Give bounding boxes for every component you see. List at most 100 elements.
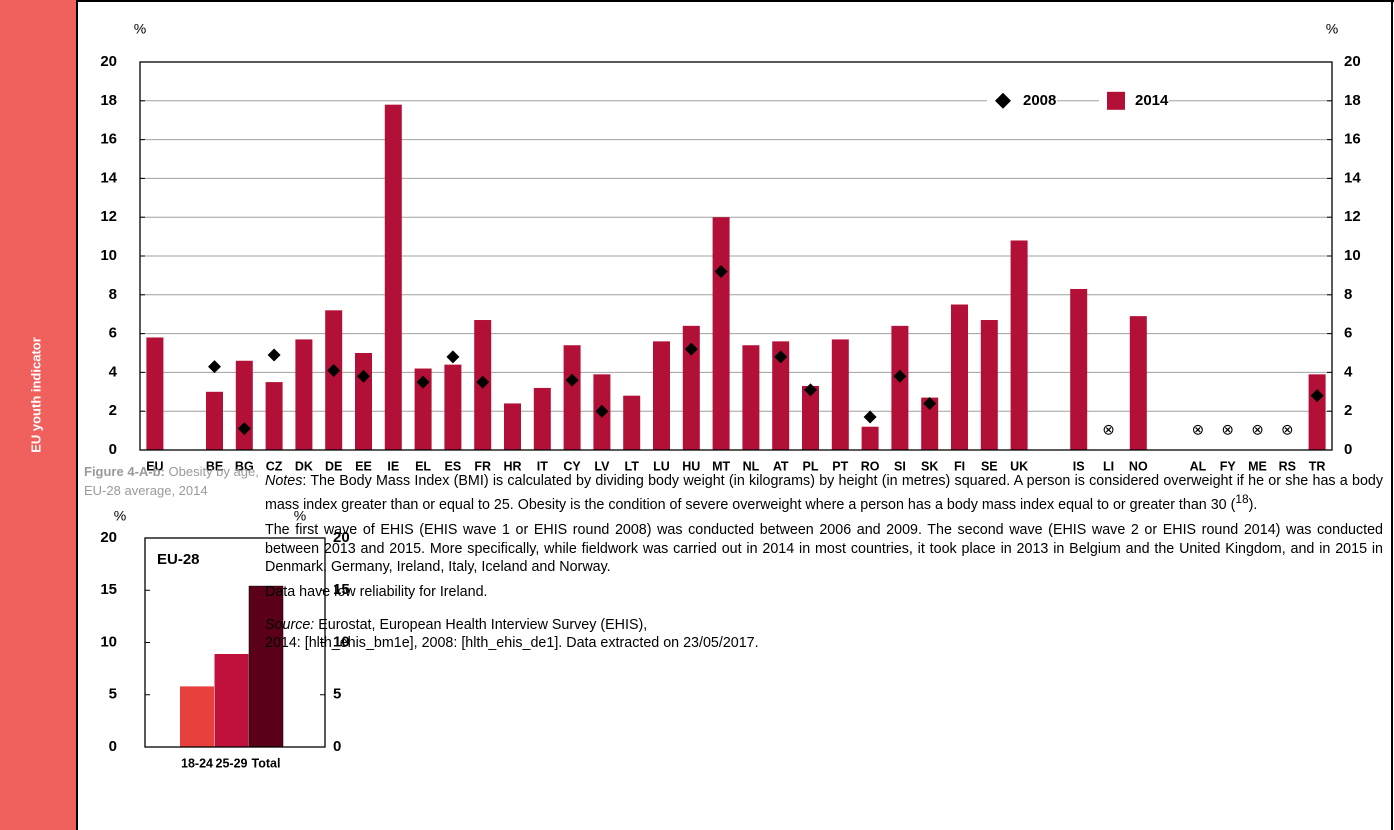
marker bbox=[684, 342, 698, 356]
bar bbox=[1070, 288, 1088, 450]
source-text: 2014: [hlth_ehis_bm1e], 2008: [hlth_ehis… bbox=[265, 634, 759, 651]
x-tick-label: SK bbox=[921, 459, 938, 473]
y-tick-label: 4 bbox=[109, 363, 118, 380]
bar bbox=[533, 387, 551, 450]
y-tick-label: 14 bbox=[100, 169, 117, 186]
y2-axis-label: % bbox=[1326, 21, 1338, 37]
marker bbox=[1310, 389, 1324, 403]
bar bbox=[248, 585, 284, 748]
y-axis-label: % bbox=[134, 21, 146, 37]
bar bbox=[951, 304, 968, 450]
marker bbox=[863, 410, 877, 424]
marker bbox=[208, 360, 221, 374]
bar bbox=[563, 345, 581, 450]
bar bbox=[682, 325, 700, 450]
y2-tick-label: 18 bbox=[1344, 92, 1361, 109]
x-tick-label: HR bbox=[503, 459, 521, 473]
sidebar-label: EU youth indicator bbox=[28, 337, 43, 453]
x-tick-label: RS bbox=[1279, 459, 1296, 473]
y2-tick-label: 8 bbox=[1344, 286, 1352, 303]
value-label: ⊗ bbox=[1251, 422, 1264, 439]
y2-tick-label: 20 bbox=[1344, 53, 1361, 70]
marker bbox=[357, 369, 370, 383]
x-tick-label: RO bbox=[861, 459, 880, 473]
x-tick-label: IE bbox=[387, 459, 399, 473]
marker bbox=[714, 265, 728, 279]
x-tick-label: LU bbox=[653, 459, 670, 473]
x-tick-label: TR bbox=[1309, 459, 1326, 473]
x-tick-label: 25-29 bbox=[216, 756, 248, 770]
y2-tick-label: 5 bbox=[333, 686, 341, 703]
x-tick-label: UK bbox=[1010, 459, 1028, 473]
y-tick-label: 12 bbox=[100, 208, 117, 225]
caption-text: Obesity by age, EU-28 average, 2014 bbox=[84, 464, 259, 498]
x-tick-label: LI bbox=[1103, 459, 1114, 473]
y-axis-label: % bbox=[114, 508, 126, 524]
x-tick-label: ME bbox=[1248, 459, 1267, 473]
y2-tick-label: 4 bbox=[1344, 363, 1353, 380]
bar bbox=[712, 217, 730, 450]
x-tick-label: DE bbox=[325, 459, 342, 473]
bar bbox=[295, 339, 313, 450]
bar bbox=[802, 385, 819, 450]
legend-swatch bbox=[1107, 91, 1125, 110]
value-label: ⊗ bbox=[1192, 422, 1205, 439]
notes-text: ). bbox=[1248, 497, 1258, 514]
x-tick-label: FI bbox=[954, 459, 965, 473]
y2-tick-label: 20 bbox=[333, 529, 350, 546]
y2-tick-label: 0 bbox=[1344, 441, 1352, 458]
bar bbox=[414, 368, 432, 450]
x-tick-label: CZ bbox=[266, 459, 283, 473]
bar bbox=[831, 339, 849, 450]
y-tick-label: 0 bbox=[109, 441, 117, 458]
y-tick-label: 20 bbox=[100, 529, 117, 546]
bar bbox=[921, 397, 939, 450]
inner-label: EU-28 bbox=[157, 551, 200, 568]
x-tick-label: PT bbox=[832, 459, 848, 473]
y2-tick-label: 10 bbox=[333, 633, 350, 650]
marker bbox=[446, 350, 460, 364]
bar bbox=[742, 345, 760, 450]
bar bbox=[861, 426, 879, 450]
x-tick-label: DK bbox=[295, 459, 313, 473]
y-tick-label: 6 bbox=[109, 325, 117, 342]
bar bbox=[772, 341, 790, 450]
legend-marker bbox=[995, 92, 1011, 109]
x-tick-label: SE bbox=[981, 459, 998, 473]
bar bbox=[1129, 316, 1147, 450]
plot-frame bbox=[139, 61, 1333, 451]
plot-frame bbox=[144, 537, 326, 748]
x-tick-label: LT bbox=[625, 459, 640, 473]
x-tick-label: NO bbox=[1129, 459, 1148, 473]
y2-tick-label: 12 bbox=[1344, 208, 1361, 225]
y2-tick-label: 16 bbox=[1344, 131, 1361, 148]
bar bbox=[653, 341, 670, 450]
y2-tick-label: 10 bbox=[1344, 247, 1361, 264]
x-tick-label: EU bbox=[146, 459, 163, 473]
footnote-ref: 18 bbox=[1235, 492, 1249, 507]
notes-text: : The Body Mass Index (BMI) is calculate… bbox=[265, 473, 1383, 514]
marker bbox=[476, 375, 490, 389]
bar bbox=[1010, 240, 1028, 450]
figure-caption: Figure 4-A-b: Obesity by age, EU-28 aver… bbox=[84, 462, 284, 500]
bar bbox=[1308, 374, 1326, 450]
marker bbox=[267, 348, 281, 362]
marker bbox=[893, 369, 907, 383]
y2-axis-label: % bbox=[294, 508, 306, 524]
bar bbox=[444, 364, 462, 450]
notes-heading: Notes bbox=[265, 473, 303, 489]
caption-label: Figure 4-A-b: bbox=[84, 464, 165, 479]
bar bbox=[146, 337, 164, 450]
bar bbox=[214, 653, 249, 747]
sidebar bbox=[0, 0, 76, 830]
x-tick-label: AL bbox=[1190, 459, 1207, 473]
source-text: Eurostat, European Health Interview Surv… bbox=[314, 616, 648, 633]
y-tick-label: 5 bbox=[109, 686, 117, 703]
x-tick-label: SI bbox=[894, 459, 906, 473]
y-tick-label: 20 bbox=[100, 53, 117, 70]
x-tick-label: HU bbox=[682, 459, 700, 473]
bar bbox=[180, 686, 214, 747]
x-tick-label: AT bbox=[773, 459, 789, 473]
y-tick-label: 8 bbox=[109, 286, 117, 303]
